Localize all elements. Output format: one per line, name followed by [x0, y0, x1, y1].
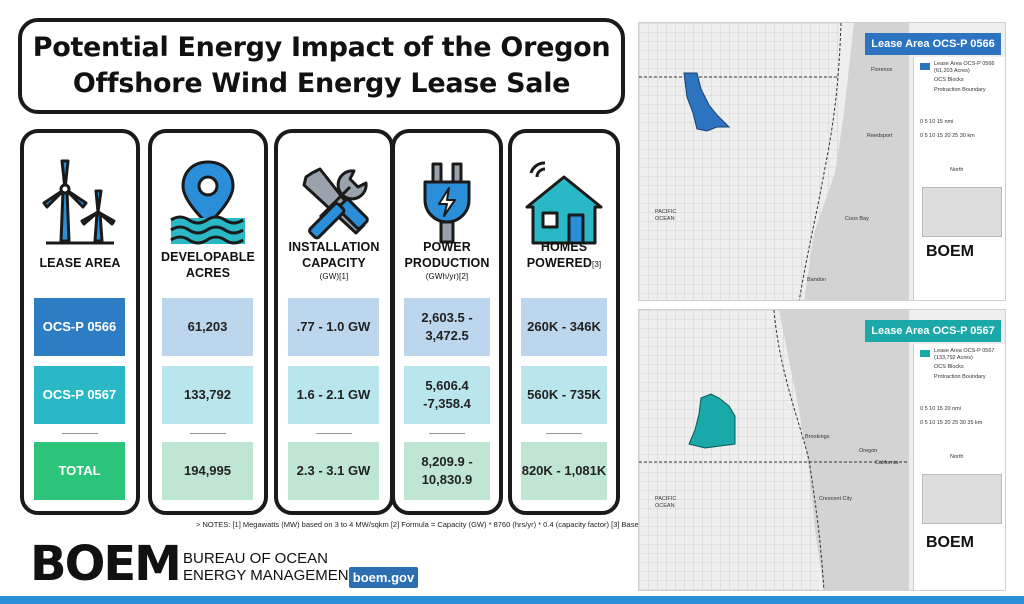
map1-north: North	[950, 167, 964, 173]
map2-scale: 0 5 10 15 20 nmi	[920, 406, 961, 412]
power-production-heading: POWER PRODUCTION (GWh/yr)[2]	[395, 239, 499, 283]
plug-icon	[395, 151, 499, 255]
notes: > NOTES: [1] Megawatts (MW) based on 3 t…	[196, 520, 730, 529]
title-line-1: Potential Energy Impact of the Oregon	[32, 32, 611, 63]
production-unit: (GWh/yr)[2]	[425, 272, 469, 281]
boem-name-line-1: BUREAU OF OCEAN	[183, 550, 329, 567]
map2-scale-km: 0 5 10 15 20 25 30 35 km	[920, 420, 983, 426]
installation-capacity-heading: INSTALLATION CAPACITY (GW)[1]	[278, 239, 390, 283]
homes-powered-label: HOMES POWERED	[526, 240, 593, 270]
map2-title: Lease Area OCS-P 0567	[865, 320, 1001, 342]
map1-legend-boundary: Protraction Boundary	[934, 87, 986, 93]
production-0566: 2,603.5 - 3,472.5	[404, 298, 490, 356]
boem-url-link[interactable]: boem.gov	[349, 567, 418, 588]
map-ocs-p-0567: Lease Area OCS-P 0567 Lease Area OCS-P 0…	[638, 309, 1006, 591]
homes-0566: 260K - 346K	[521, 298, 607, 356]
lease-area-heading: LEASE AREA	[39, 256, 121, 270]
column-installation-capacity: INSTALLATION CAPACITY (GW)[1] .77 - 1.0 …	[274, 129, 394, 515]
map2-legend: Lease Area OCS-P 0567 (133,792 Acres) OC…	[913, 344, 1005, 590]
map1-ocean-label: PACIFIC OCEAN	[655, 209, 677, 222]
divider	[62, 433, 98, 434]
homes-powered-heading: HOMES POWERED[3]	[512, 239, 616, 271]
capacity-total: 2.3 - 3.1 GW	[288, 442, 379, 500]
map2-north: North	[950, 454, 964, 460]
map2-inset	[922, 474, 1002, 524]
row-label-0566: OCS-P 0566	[34, 298, 125, 356]
tools-icon	[278, 151, 390, 255]
map2-legend-boundary: Protraction Boundary	[934, 374, 986, 380]
location-pin-icon	[152, 151, 264, 255]
map1-title: Lease Area OCS-P 0566	[865, 33, 1001, 55]
map1-place-reedsport: Reedsport	[867, 133, 893, 139]
row-label-0567: OCS-P 0567	[34, 366, 125, 424]
map1-place-bandon: Bandon	[807, 277, 826, 283]
map1-boem-logo: BOEM	[926, 243, 974, 260]
acres-0566: 61,203	[162, 298, 253, 356]
row-label-total: TOTAL	[34, 442, 125, 500]
homes-total: 820K - 1,081K	[521, 442, 607, 500]
map1-legend-blocks: OCS Blocks	[934, 77, 964, 83]
capacity-0567: 1.6 - 2.1 GW	[288, 366, 379, 424]
map2-place-crescent-city: Crescent City	[819, 496, 853, 502]
divider	[190, 433, 226, 434]
boem-name: BUREAU OF OCEAN ENERGY MANAGEMENT	[183, 550, 358, 584]
map2-legend-swatch	[920, 350, 930, 357]
map1-scale-km: 0 5 10 15 20 25 30 km	[920, 133, 975, 139]
production-total: 8,209.9 - 10,830.9	[404, 442, 490, 500]
wind-turbine-icon	[24, 151, 136, 255]
column-developable-acres: DEVELOPABLE ACRES 61,203 133,792 194,995	[148, 129, 268, 515]
map2-place-brookings: Brookings	[805, 434, 830, 440]
map2-place-california: California	[875, 460, 899, 466]
title-line-2: Offshore Wind Energy Lease Sale	[72, 68, 571, 99]
bottom-bar	[0, 596, 1024, 604]
capacity-unit: (GW)[1]	[319, 272, 349, 281]
power-production-label: POWER PRODUCTION	[404, 240, 490, 270]
divider	[429, 433, 465, 434]
map1-legend: Lease Area OCS-P 0566 (61,203 Acres) OCS…	[913, 57, 1005, 300]
homes-0567: 560K - 735K	[521, 366, 607, 424]
map2-boem-logo: BOEM	[926, 534, 974, 551]
map-ocs-p-0566: Lease Area OCS-P 0566 Lease Area OCS-P 0…	[638, 22, 1006, 301]
capacity-0566: .77 - 1.0 GW	[288, 298, 379, 356]
acres-total: 194,995	[162, 442, 253, 500]
developable-acres-heading: DEVELOPABLE ACRES	[161, 250, 255, 280]
map2-ocean-label: PACIFIC OCEAN	[655, 496, 677, 509]
installation-capacity-label: INSTALLATION CAPACITY	[288, 240, 380, 270]
map1-legend-lease: Lease Area OCS-P 0566 (61,203 Acres)	[934, 61, 995, 74]
map1-place-florence: Florence	[871, 67, 893, 73]
acres-0567: 133,792	[162, 366, 253, 424]
map2-place-oregon: Oregon	[859, 448, 878, 454]
house-icon	[512, 151, 616, 255]
column-lease-area: LEASE AREA OCS-P 0566 OCS-P 0567 TOTAL	[20, 129, 140, 515]
map1-inset	[922, 187, 1002, 237]
production-0567: 5,606.4 -7,358.4	[404, 366, 490, 424]
divider	[546, 433, 582, 434]
map1-place-coos-bay: Coos Bay	[845, 216, 869, 222]
boem-name-line-2: ENERGY MANAGEMENT	[183, 567, 358, 584]
title-box: Potential Energy Impact of the Oregon Of…	[18, 18, 625, 114]
column-homes-powered: HOMES POWERED[3] 260K - 346K 560K - 735K…	[508, 129, 620, 515]
map2-legend-lease: Lease Area OCS-P 0567 (133,792 Acres)	[934, 348, 995, 361]
map1-scale: 0 5 10 15 nmi	[920, 119, 954, 125]
map2-legend-blocks: OCS Blocks	[934, 364, 964, 370]
divider	[316, 433, 352, 434]
boem-logo: BOEM	[30, 536, 182, 592]
map1-legend-swatch	[920, 63, 930, 70]
homes-unit: [3]	[592, 260, 602, 269]
column-power-production: POWER PRODUCTION (GWh/yr)[2] 2,603.5 - 3…	[391, 129, 503, 515]
